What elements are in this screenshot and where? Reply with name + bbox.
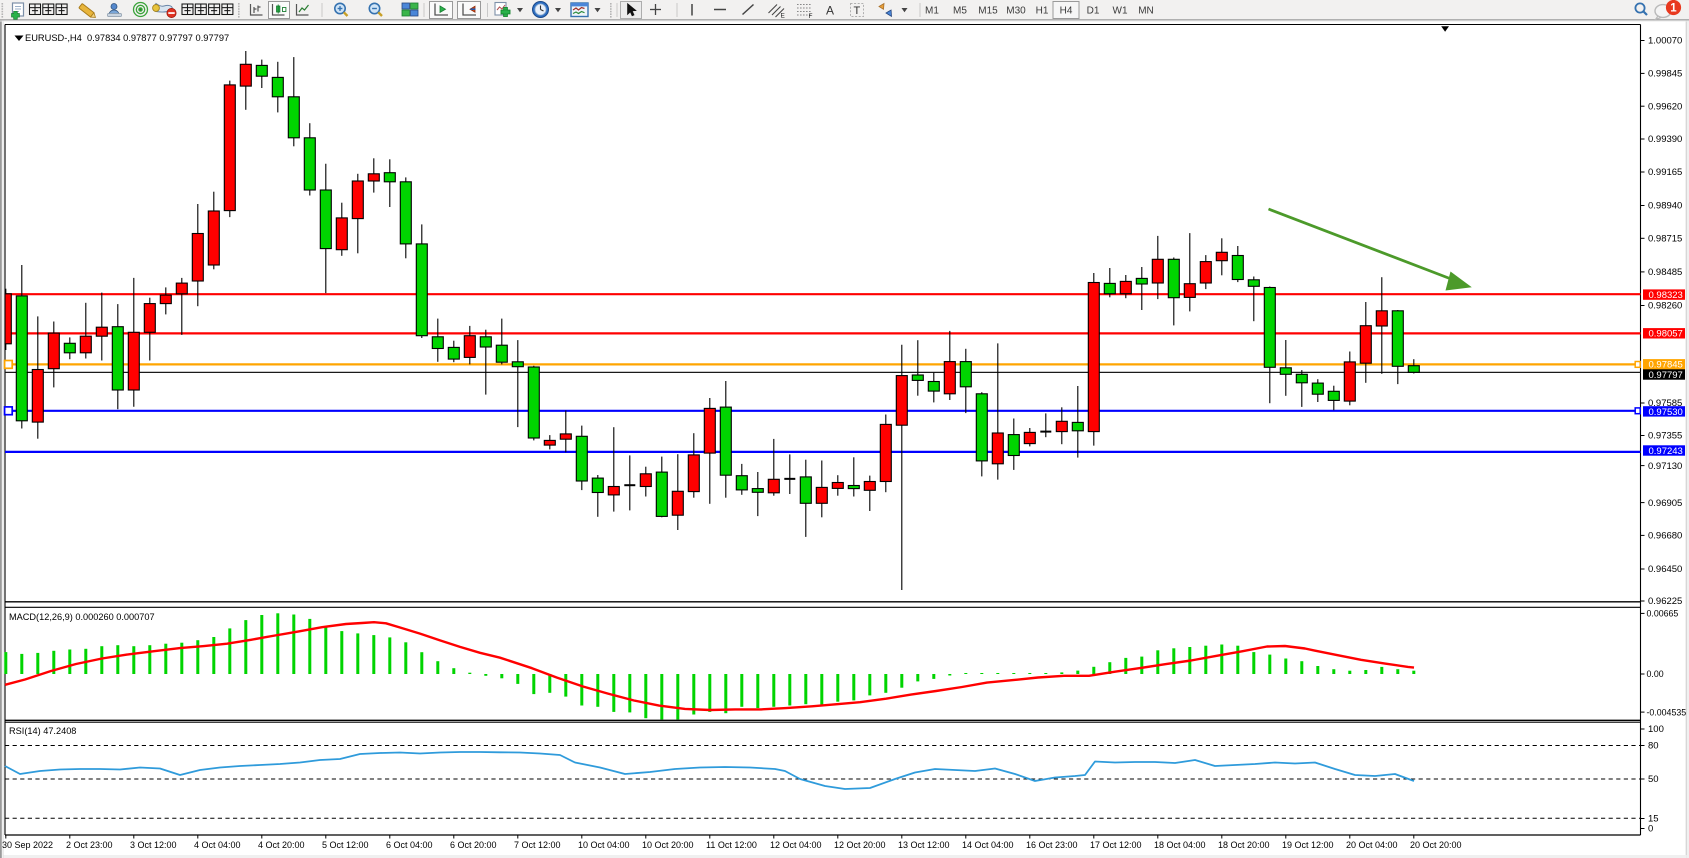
svg-text:H4: H4 (1060, 6, 1073, 17)
svg-text:W1: W1 (1113, 6, 1128, 17)
svg-text:E: E (781, 13, 786, 20)
svg-text:0.99390: 0.99390 (1648, 134, 1682, 145)
svg-text:0.98260: 0.98260 (1648, 301, 1682, 312)
svg-text:4 Oct 04:00: 4 Oct 04:00 (194, 840, 241, 850)
svg-text:A: A (826, 4, 834, 18)
svg-text:12 Oct 20:00: 12 Oct 20:00 (834, 840, 886, 850)
svg-text:15: 15 (1648, 814, 1659, 825)
svg-text:M1: M1 (925, 6, 939, 17)
svg-text:100: 100 (1648, 724, 1664, 735)
svg-text:1: 1 (1670, 3, 1677, 15)
svg-text:0.00: 0.00 (1647, 669, 1664, 679)
svg-text:6 Oct 04:00: 6 Oct 04:00 (386, 840, 433, 850)
svg-text:T: T (854, 5, 861, 17)
svg-text:20 Oct 20:00: 20 Oct 20:00 (1410, 840, 1462, 850)
svg-text:0.97243: 0.97243 (1649, 446, 1683, 457)
svg-text:50: 50 (1648, 774, 1659, 785)
svg-text:0.97585: 0.97585 (1648, 398, 1682, 409)
svg-text:EURUSD-,H4 0.97834 0.97877 0.: EURUSD-,H4 0.97834 0.97877 0.97797 0.977… (25, 33, 229, 43)
svg-text:0.96905: 0.96905 (1648, 498, 1682, 509)
svg-text:0.97530: 0.97530 (1649, 407, 1683, 418)
svg-text:0.96680: 0.96680 (1648, 531, 1682, 542)
svg-text:RSI(14) 47.2408: RSI(14) 47.2408 (9, 726, 76, 736)
svg-text:19 Oct 12:00: 19 Oct 12:00 (1282, 840, 1334, 850)
svg-text:0.98485: 0.98485 (1648, 267, 1682, 278)
svg-text:0.97130: 0.97130 (1648, 461, 1682, 472)
svg-text:MACD(12,26,9) 0.000260 0.00070: MACD(12,26,9) 0.000260 0.000707 (9, 612, 155, 622)
svg-text:0.99165: 0.99165 (1648, 167, 1682, 178)
svg-text:30 Sep 2022: 30 Sep 2022 (2, 840, 53, 850)
svg-text:12 Oct 04:00: 12 Oct 04:00 (770, 840, 822, 850)
svg-text:2 Oct 23:00: 2 Oct 23:00 (66, 840, 113, 850)
svg-text:5 Oct 12:00: 5 Oct 12:00 (322, 840, 369, 850)
svg-text:16 Oct 23:00: 16 Oct 23:00 (1026, 840, 1078, 850)
svg-text:10 Oct 04:00: 10 Oct 04:00 (578, 840, 630, 850)
svg-text:0.97845: 0.97845 (1649, 360, 1683, 371)
svg-text:18 Oct 04:00: 18 Oct 04:00 (1154, 840, 1206, 850)
svg-text:0.98715: 0.98715 (1648, 234, 1682, 245)
svg-text:80: 80 (1648, 741, 1659, 752)
svg-text:D1: D1 (1087, 6, 1100, 17)
svg-text:10 Oct 20:00: 10 Oct 20:00 (642, 840, 694, 850)
svg-text:0.98323: 0.98323 (1649, 290, 1683, 301)
svg-text:11 Oct 12:00: 11 Oct 12:00 (706, 840, 757, 850)
svg-text:M30: M30 (1006, 6, 1026, 17)
svg-text:4 Oct 20:00: 4 Oct 20:00 (258, 840, 305, 850)
svg-text:0.97797: 0.97797 (1649, 370, 1683, 381)
svg-text:0.98057: 0.98057 (1649, 329, 1683, 340)
svg-text:1.00070: 1.00070 (1648, 36, 1682, 47)
svg-text:6 Oct 20:00: 6 Oct 20:00 (450, 840, 497, 850)
svg-text:M15: M15 (978, 6, 998, 17)
svg-text:14 Oct 04:00: 14 Oct 04:00 (962, 840, 1014, 850)
svg-text:MN: MN (1138, 6, 1154, 17)
svg-text:-0.004535: -0.004535 (1647, 707, 1687, 717)
svg-text:3 Oct 12:00: 3 Oct 12:00 (130, 840, 177, 850)
svg-text:0.98940: 0.98940 (1648, 201, 1682, 212)
svg-text:F: F (809, 13, 813, 20)
svg-text:0.97355: 0.97355 (1648, 431, 1682, 442)
svg-text:18 Oct 20:00: 18 Oct 20:00 (1218, 840, 1270, 850)
svg-text:7 Oct 12:00: 7 Oct 12:00 (514, 840, 561, 850)
svg-text:0.99845: 0.99845 (1648, 69, 1682, 80)
svg-text:20 Oct 04:00: 20 Oct 04:00 (1346, 840, 1398, 850)
svg-text:0.99620: 0.99620 (1648, 101, 1682, 112)
svg-text:0: 0 (1648, 824, 1653, 835)
svg-text:M5: M5 (953, 6, 967, 17)
svg-text:13 Oct 12:00: 13 Oct 12:00 (898, 840, 950, 850)
svg-text:0.96225: 0.96225 (1648, 596, 1682, 607)
svg-text:H1: H1 (1036, 6, 1049, 17)
svg-text:0.00665: 0.00665 (1647, 609, 1679, 619)
svg-text:17 Oct 12:00: 17 Oct 12:00 (1090, 840, 1142, 850)
svg-text:0.96450: 0.96450 (1648, 564, 1682, 575)
